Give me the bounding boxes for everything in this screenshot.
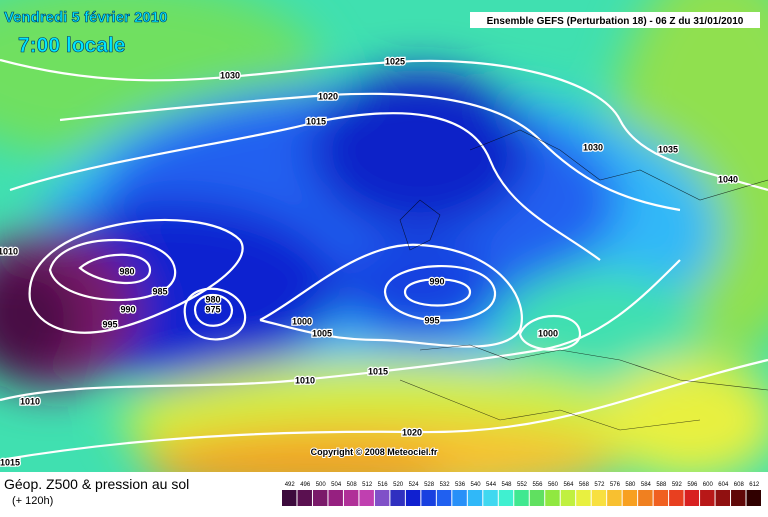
isobar-label: 1015 bbox=[368, 366, 388, 376]
isobar-label: 975 bbox=[205, 304, 220, 314]
isobar-label: 1000 bbox=[292, 316, 312, 326]
isobar-label: 985 bbox=[152, 286, 167, 296]
scale-swatch bbox=[700, 490, 715, 506]
isobar-label: 990 bbox=[429, 276, 444, 286]
scale-swatch bbox=[560, 490, 576, 506]
scale-label: 560 bbox=[548, 482, 559, 488]
scale-label: 564 bbox=[563, 482, 574, 488]
legend-title: Géop. Z500 & pression au sol bbox=[4, 476, 189, 492]
scale-label: 540 bbox=[471, 482, 482, 488]
scale-label: 580 bbox=[625, 482, 636, 488]
scale-label: 508 bbox=[347, 482, 358, 488]
run-info: Ensemble GEFS (Perturbation 18) - 06 Z d… bbox=[487, 16, 744, 27]
field-background bbox=[0, 0, 768, 472]
isobar-label: 995 bbox=[424, 315, 439, 325]
scale-label: 532 bbox=[440, 482, 451, 488]
isobar-label: 1040 bbox=[718, 174, 738, 184]
scale-label: 584 bbox=[641, 482, 652, 488]
isobar-label: 1020 bbox=[402, 427, 422, 437]
isobar-label: 1015 bbox=[306, 116, 326, 126]
color-scale: 492 496 500 504 508 512 516 520 524 528 532 536 540 5… bbox=[282, 482, 761, 506]
scale-swatch bbox=[746, 490, 761, 506]
scale-swatch bbox=[405, 490, 421, 506]
scale-swatch bbox=[312, 490, 328, 506]
scale-swatch bbox=[684, 490, 700, 506]
scale-swatch bbox=[622, 490, 638, 506]
isobar-label: 980 bbox=[205, 294, 220, 304]
isobar-label: 1025 bbox=[385, 56, 405, 66]
scale-swatch bbox=[421, 490, 436, 506]
isobar-label: 1030 bbox=[220, 70, 240, 80]
scale-label: 520 bbox=[393, 482, 404, 488]
scale-swatch bbox=[607, 490, 622, 506]
isobars bbox=[0, 58, 768, 462]
scale-label: 600 bbox=[703, 482, 714, 488]
scale-swatch bbox=[483, 490, 498, 506]
isobar-label: 1035 bbox=[658, 144, 678, 154]
scale-swatch bbox=[514, 490, 529, 506]
scale-label: 544 bbox=[486, 482, 497, 488]
scale-label: 492 bbox=[285, 482, 296, 488]
isobar-label: 980 bbox=[119, 266, 134, 276]
scale-label: 524 bbox=[409, 482, 420, 488]
scale-swatch bbox=[591, 490, 607, 506]
scale-swatch bbox=[359, 490, 374, 506]
scale-label: 512 bbox=[362, 482, 373, 488]
scale-label: 528 bbox=[424, 482, 435, 488]
scale-label: 552 bbox=[517, 482, 528, 488]
scale-label: 504 bbox=[331, 482, 342, 488]
scale-label: 500 bbox=[316, 482, 327, 488]
scale-swatch bbox=[467, 490, 483, 506]
scale-label: 588 bbox=[656, 482, 667, 488]
isobar-labels: 1030 1025 1020 1015 1030 1035 1040 1010 980 985 99… bbox=[0, 55, 739, 469]
scale-swatch bbox=[653, 490, 669, 506]
coastlines bbox=[399, 129, 768, 431]
scale-swatch bbox=[282, 490, 297, 506]
scale-label: 608 bbox=[734, 482, 745, 488]
copyright: Copyright © 2008 Meteociel.fr bbox=[311, 447, 438, 457]
isobar-label: 1005 bbox=[312, 328, 332, 338]
scale-swatch bbox=[638, 490, 653, 506]
scale-swatch bbox=[498, 490, 514, 506]
scale-swatch bbox=[436, 490, 452, 506]
isobar-label: 1010 bbox=[0, 246, 18, 256]
scale-swatch bbox=[715, 490, 731, 506]
run-box bbox=[470, 12, 760, 28]
scale-swatch bbox=[390, 490, 405, 506]
isobar-label: 1030 bbox=[583, 142, 603, 152]
scale-swatch bbox=[328, 490, 343, 506]
scale-label: 612 bbox=[749, 482, 760, 488]
isobar-label: 1010 bbox=[20, 396, 40, 406]
scale-swatch bbox=[731, 490, 746, 506]
isobar-label: 1020 bbox=[318, 91, 338, 101]
scale-label: 496 bbox=[300, 482, 311, 488]
scale-label: 576 bbox=[610, 482, 621, 488]
date-title: Vendredi 5 février 2010 bbox=[4, 9, 167, 26]
isobar-label: 1010 bbox=[295, 375, 315, 385]
scale-label: 556 bbox=[532, 482, 543, 488]
scale-label: 548 bbox=[502, 482, 513, 488]
scale-label: 572 bbox=[594, 482, 605, 488]
scale-swatch bbox=[343, 490, 359, 506]
isobar-label: 990 bbox=[120, 304, 135, 314]
scale-swatch bbox=[545, 490, 560, 506]
isobar-label: 1015 bbox=[0, 457, 20, 467]
scale-swatch bbox=[576, 490, 591, 506]
isobar-label: 1000 bbox=[538, 328, 558, 338]
scale-label: 596 bbox=[687, 482, 698, 488]
scale-swatch bbox=[374, 490, 390, 506]
scale-swatch bbox=[529, 490, 545, 506]
scale-label: 568 bbox=[579, 482, 590, 488]
lead-time: (+ 120h) bbox=[12, 495, 53, 507]
scale-swatch bbox=[669, 490, 684, 506]
isobar-label: 995 bbox=[102, 319, 117, 329]
scale-label: 604 bbox=[718, 482, 729, 488]
scale-swatch bbox=[452, 490, 467, 506]
time-title: 7:00 locale bbox=[18, 34, 125, 57]
scale-swatch bbox=[297, 490, 312, 506]
scale-label: 516 bbox=[378, 482, 389, 488]
scale-label: 592 bbox=[672, 482, 683, 488]
scale-label: 536 bbox=[455, 482, 466, 488]
